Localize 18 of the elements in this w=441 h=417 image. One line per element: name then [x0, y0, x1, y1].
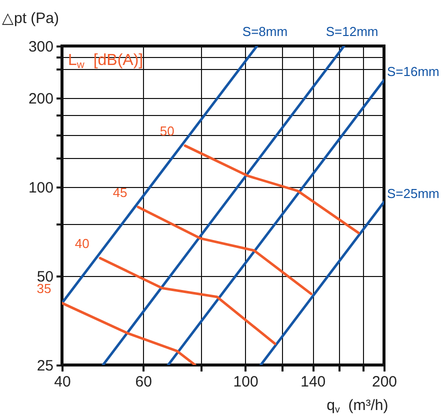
- series-label: S=16mm: [387, 64, 440, 80]
- y-tick-label: 200: [28, 90, 54, 108]
- y-tick-label: 300: [28, 38, 54, 56]
- x-tick-label: 100: [233, 374, 258, 390]
- series-label: 35: [36, 281, 52, 296]
- series-label: 50: [160, 124, 174, 139]
- series-label: 40: [74, 236, 90, 252]
- series-label: S=8mm: [242, 24, 288, 39]
- series-label: S=25mm: [387, 186, 440, 201]
- series-label: 45: [112, 184, 128, 200]
- x-tick-label: 40: [54, 374, 71, 390]
- y-tick-label: 25: [36, 358, 54, 374]
- x-tick-label: 140: [300, 374, 326, 390]
- x-tick-label: 200: [372, 374, 398, 390]
- series-label: S=12mm: [326, 24, 378, 39]
- y-tick-label: 100: [28, 180, 54, 197]
- x-tick-label: 60: [135, 374, 152, 390]
- y-axis-title: △pt (Pa): [2, 10, 60, 27]
